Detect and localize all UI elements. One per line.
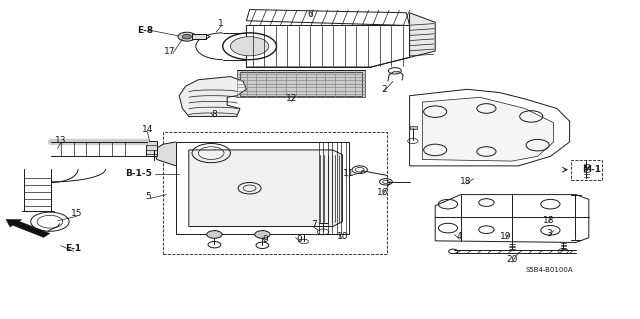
- Circle shape: [230, 37, 269, 56]
- Text: 19: 19: [500, 232, 511, 241]
- Polygon shape: [422, 97, 554, 161]
- Polygon shape: [176, 142, 349, 234]
- Circle shape: [182, 34, 191, 39]
- Text: 12: 12: [285, 94, 297, 103]
- Bar: [571, 160, 602, 180]
- Text: 6: 6: [308, 10, 313, 19]
- Text: 1: 1: [218, 19, 223, 28]
- Text: 8: 8: [212, 110, 217, 119]
- Text: 11: 11: [343, 169, 355, 178]
- Polygon shape: [435, 195, 589, 242]
- Bar: [240, 72, 362, 96]
- Text: 17: 17: [164, 47, 175, 56]
- Text: 14: 14: [141, 125, 153, 134]
- Text: 5: 5: [146, 192, 151, 201]
- Circle shape: [255, 231, 270, 238]
- Text: B-1-5: B-1-5: [125, 169, 152, 178]
- Bar: [146, 141, 157, 156]
- Text: 13: 13: [55, 136, 67, 145]
- Circle shape: [256, 242, 269, 249]
- Text: 20: 20: [506, 256, 518, 264]
- Bar: [192, 34, 206, 39]
- Bar: [410, 126, 417, 129]
- Text: M-1: M-1: [582, 165, 602, 174]
- Text: 2: 2: [381, 85, 387, 94]
- Text: 3: 3: [547, 229, 552, 238]
- Text: 7: 7: [311, 220, 316, 229]
- Polygon shape: [189, 150, 342, 226]
- Circle shape: [208, 241, 221, 248]
- Bar: [237, 70, 365, 97]
- FancyArrow shape: [6, 219, 50, 237]
- Text: 15: 15: [71, 209, 83, 218]
- Text: 16: 16: [377, 189, 388, 197]
- Bar: [163, 132, 387, 254]
- Polygon shape: [179, 77, 246, 116]
- Text: 10: 10: [337, 232, 348, 241]
- Polygon shape: [246, 26, 410, 67]
- Text: 4: 4: [457, 232, 462, 241]
- Polygon shape: [410, 89, 570, 166]
- Text: 9: 9: [297, 235, 302, 244]
- Circle shape: [178, 32, 196, 41]
- Polygon shape: [410, 13, 435, 57]
- Bar: [237, 70, 365, 97]
- Text: 9: 9: [263, 235, 268, 244]
- Text: S5B4-B0100A: S5B4-B0100A: [525, 267, 573, 272]
- Polygon shape: [154, 142, 176, 166]
- Text: 18: 18: [460, 177, 472, 186]
- Text: 18: 18: [543, 216, 555, 225]
- Text: E-1: E-1: [65, 244, 82, 253]
- Text: E-8: E-8: [138, 26, 154, 35]
- Polygon shape: [246, 10, 410, 26]
- Circle shape: [207, 231, 222, 238]
